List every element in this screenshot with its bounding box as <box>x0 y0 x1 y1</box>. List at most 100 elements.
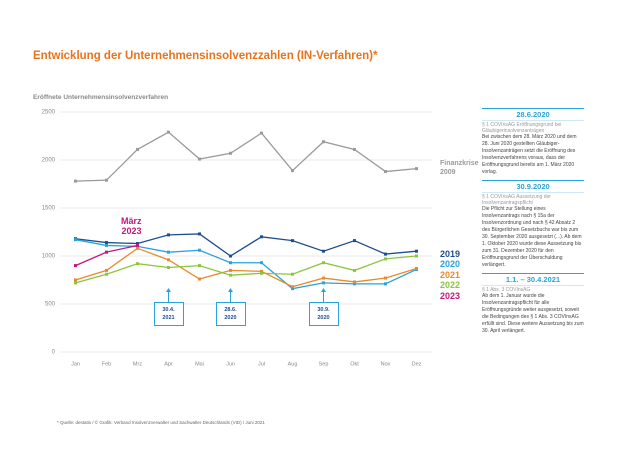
legend-entry: 2019 <box>440 248 461 259</box>
data-point <box>415 254 418 258</box>
data-point <box>384 252 387 256</box>
data-point <box>291 239 294 243</box>
data-point <box>260 271 263 275</box>
data-point <box>415 167 418 171</box>
y-tick-label: 1000 <box>42 254 56 260</box>
series-line <box>75 233 417 257</box>
data-point <box>105 178 108 182</box>
data-point <box>353 268 356 272</box>
x-tick-label: Mai <box>195 361 204 367</box>
data-point <box>229 273 232 277</box>
data-point <box>198 264 201 268</box>
annotation: März 2023 <box>120 216 142 236</box>
x-tick-label: Jul <box>258 361 265 367</box>
data-point <box>415 266 418 270</box>
annotation-arrowhead <box>166 288 171 292</box>
data-point <box>260 269 263 273</box>
data-point <box>167 250 170 254</box>
note-subheading: § 1 COVInsAG Eröffnungsgrund bei Gläubig… <box>482 120 584 134</box>
legend-entry: 2022 <box>440 280 461 290</box>
note-text: Die Pflicht zur Stellung eines Insolvenz… <box>482 206 582 268</box>
data-point <box>105 268 108 272</box>
annotation-arrowhead <box>228 288 233 292</box>
data-point <box>105 250 108 254</box>
note-text: Ab dem 1. Januar wurde die Insolvenzantr… <box>482 293 584 334</box>
y-tick-label: 2000 <box>42 158 56 164</box>
data-point <box>136 147 139 151</box>
data-point <box>105 241 108 245</box>
series-line <box>75 255 417 284</box>
data-point <box>229 254 232 258</box>
series-line <box>75 247 417 288</box>
y-tick-label: 2500 <box>42 110 56 116</box>
data-point <box>198 157 201 161</box>
data-point <box>167 258 170 262</box>
data-point <box>229 268 232 272</box>
data-point <box>74 238 77 242</box>
data-point <box>229 261 232 265</box>
footnote: * Quelle: destatis / © Grafik: Verband I… <box>57 420 265 425</box>
data-point <box>415 249 418 253</box>
chart-subtitle: Eröffnete Unternehmensinsolvenzverfahren <box>33 94 169 101</box>
data-point <box>322 249 325 253</box>
data-point <box>167 266 170 270</box>
note-heading: 30.9.2020 <box>516 182 550 191</box>
note-text: Bei zwischen dem 28. März 2020 und dem 2… <box>482 134 577 175</box>
data-point <box>353 280 356 284</box>
legend-entry: Finanzkrise 2009 <box>440 159 479 176</box>
data-point <box>322 276 325 280</box>
chart-title: Entwicklung der Unternehmensinsolvenzzah… <box>33 50 378 62</box>
x-tick-label: Mrz <box>133 361 142 367</box>
x-tick-label: Nov <box>381 361 391 367</box>
data-point <box>167 130 170 134</box>
legend-entry: 2021 <box>440 269 461 280</box>
data-point <box>322 281 325 285</box>
x-tick-label: Feb <box>102 361 111 367</box>
data-point <box>353 282 356 286</box>
annotation-arrowhead <box>321 288 326 292</box>
data-point <box>260 131 263 135</box>
data-point <box>384 282 387 286</box>
data-point <box>198 277 201 281</box>
data-point <box>260 261 263 265</box>
data-point <box>229 151 232 155</box>
y-tick-label: 1500 <box>42 206 56 212</box>
y-tick-label: 0 <box>52 350 56 356</box>
data-point <box>291 169 294 173</box>
note-subheading: § 1 Abs. 3 COVInsAG <box>482 285 584 293</box>
note-heading: 28.6.2020 <box>516 110 550 119</box>
note-subheading: § 1 COVInsAG Aussetzung der Insolvenzant… <box>482 192 584 206</box>
data-point <box>384 170 387 174</box>
data-point <box>384 276 387 280</box>
x-tick-label: Sep <box>319 361 329 367</box>
x-tick-label: Dez <box>412 361 422 367</box>
series-line <box>75 131 417 182</box>
annotation-box: 30.4. 2021 <box>153 302 184 326</box>
legend-entry: 2023 <box>440 290 461 301</box>
data-point <box>198 232 201 236</box>
data-point <box>136 243 139 247</box>
note: 1.1. – 30.4.2021 § 1 Abs. 3 COVInsAG Ab de… <box>482 273 584 335</box>
data-point <box>353 239 356 243</box>
x-tick-label: Jun <box>226 361 235 367</box>
data-point <box>291 272 294 276</box>
x-tick-label: Okt <box>350 361 359 367</box>
data-point <box>74 278 77 282</box>
data-point <box>105 272 108 276</box>
note-heading: 1.1. – 30.4.2021 <box>505 275 561 284</box>
data-point <box>105 243 108 247</box>
x-tick-label: Aug <box>288 361 298 367</box>
notes-panel: 28.6.2020 § 1 COVInsAG Eröffnungsgrund be… <box>482 108 584 339</box>
data-point <box>136 246 139 250</box>
data-point <box>291 287 294 291</box>
x-tick-label: Apr <box>164 361 173 367</box>
data-point <box>136 262 139 266</box>
data-point <box>198 248 201 252</box>
data-point <box>353 147 356 151</box>
y-tick-label: 500 <box>45 302 56 308</box>
data-point <box>260 235 263 239</box>
note: 28.6.2020 § 1 COVInsAG Eröffnungsgrund be… <box>482 108 584 176</box>
legend-entry: 2020 <box>440 259 461 269</box>
data-point <box>322 261 325 265</box>
